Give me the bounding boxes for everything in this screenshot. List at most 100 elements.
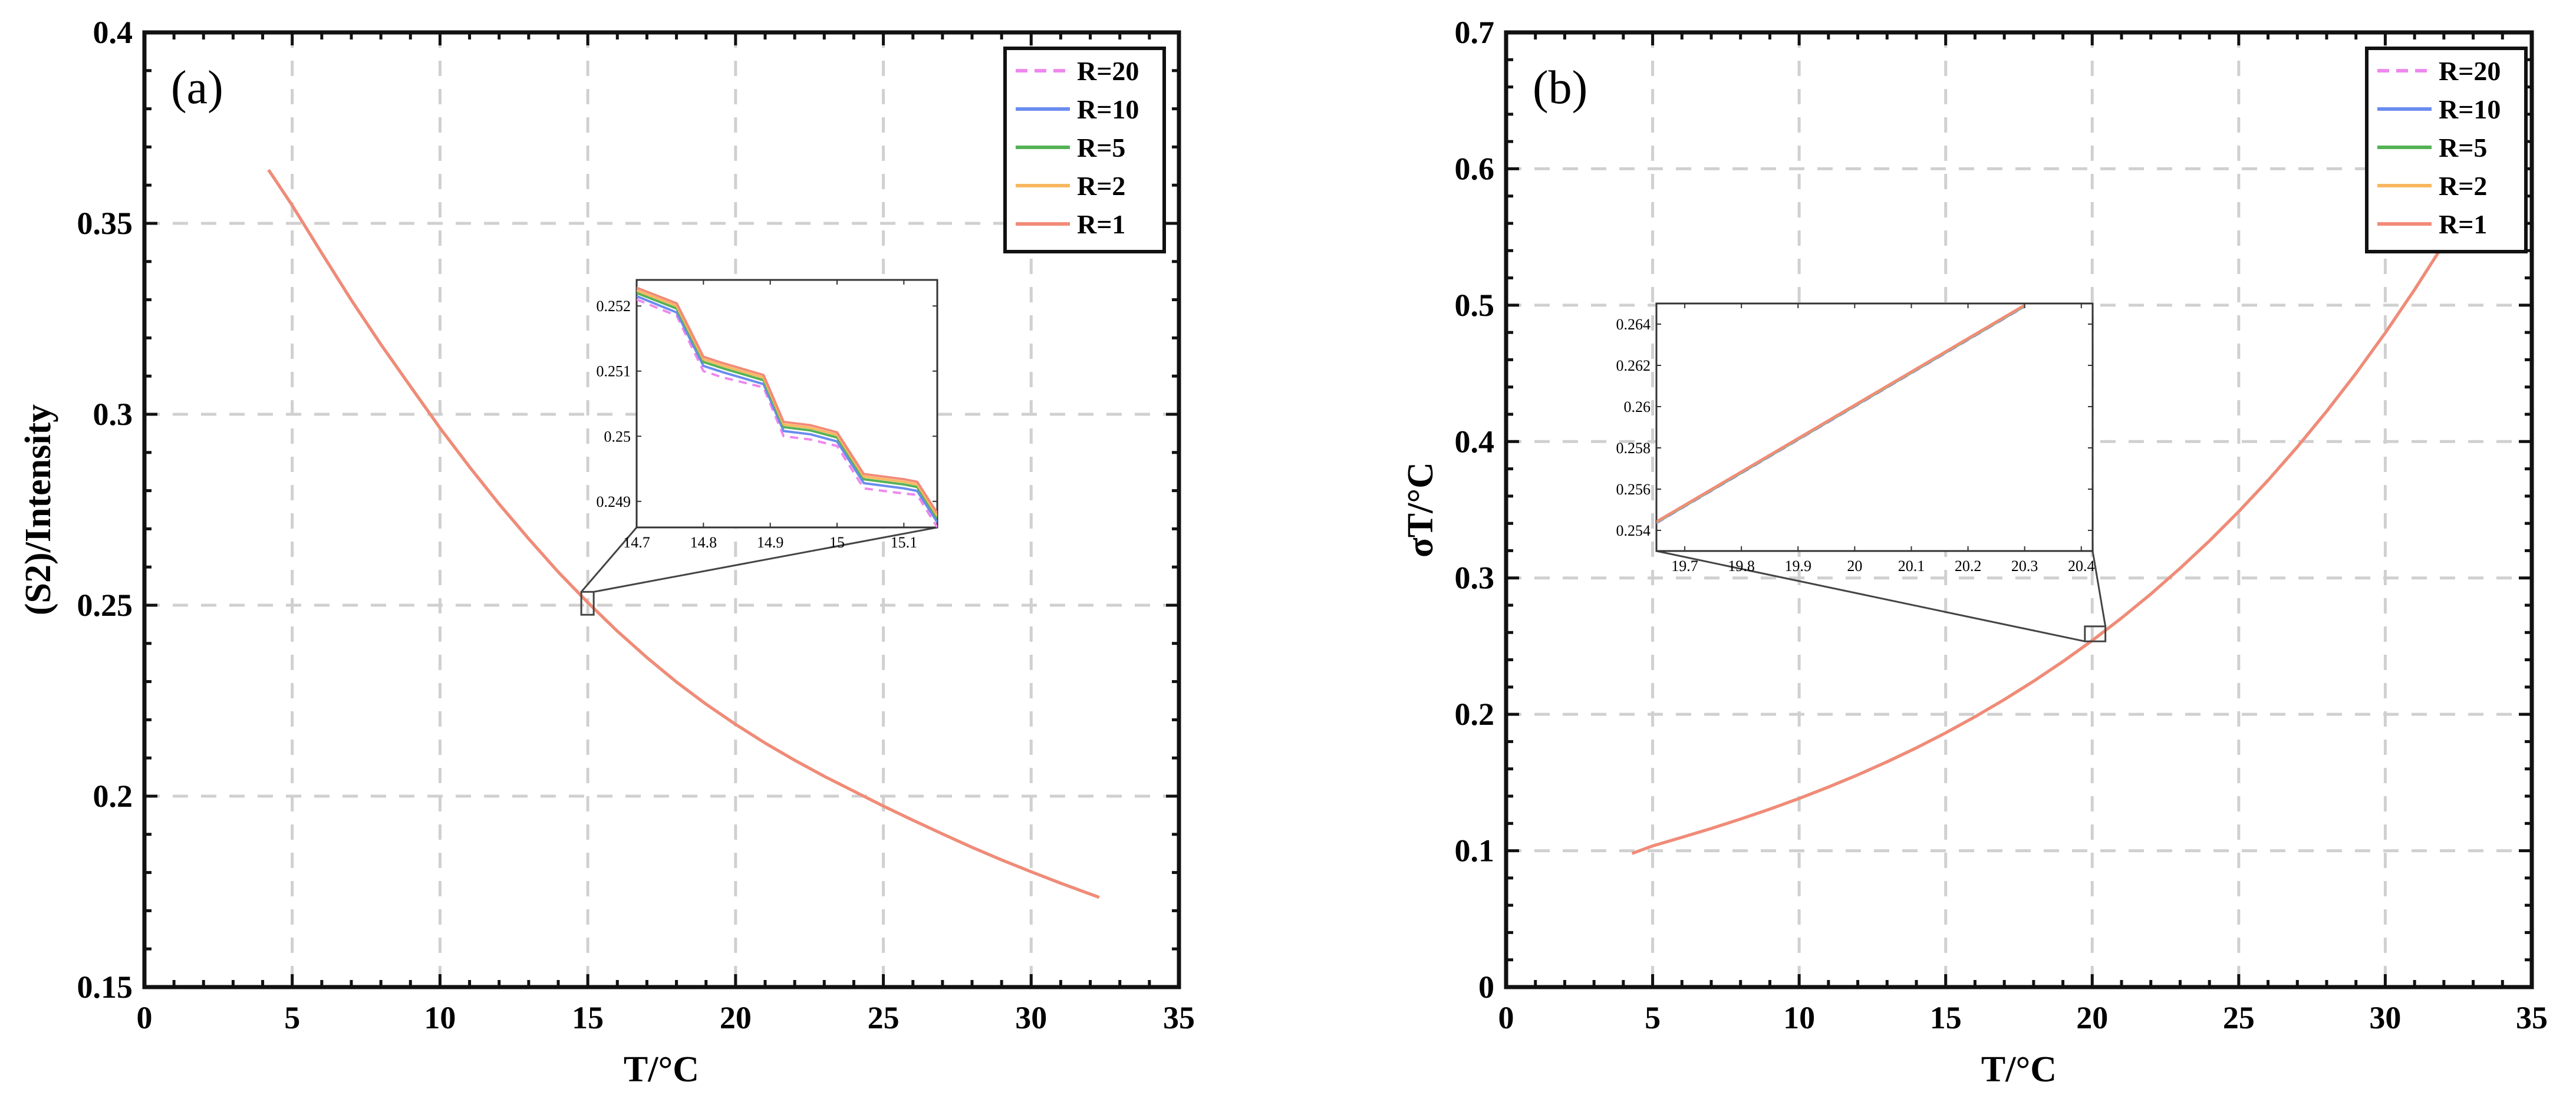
legend-label: R=2: [2439, 171, 2487, 201]
series-lines: [267, 169, 1100, 899]
inset-y-tick-label: 0.252: [597, 298, 631, 315]
zoom-region-box: [580, 590, 595, 616]
y-tick-label: 0: [1478, 969, 1494, 1005]
axis-ticks: 0 5 10 15 20 25 30 35 0 0.1 0.2 0.3 0.4 0.5 0.6 0.7: [1455, 15, 2548, 1035]
legend-label: R=20: [2439, 56, 2501, 86]
x-tick-label: 20: [2076, 1000, 2108, 1035]
chart-panel-b: 0 5 10 15 20 25 30 35 0 0.1 0.2 0.3 0.4 0.5 0.6 0.7 (b)…: [1401, 15, 2548, 1090]
x-tick-label: 25: [2223, 1000, 2255, 1035]
series-line-r-5: [267, 169, 1100, 899]
axis-ticks: 0 5 10 15 20 25 30 35 0.15 0.2 0.25 0.3 0.35 0.4: [77, 15, 1195, 1035]
y-tick-label: 0.3: [93, 397, 133, 432]
inset-x-tick-label: 20.4: [2068, 557, 2095, 575]
inset-x-tick-label: 20.2: [1955, 557, 1982, 575]
legend-label: R=10: [1077, 94, 1139, 124]
inset-frame: [1655, 302, 2094, 552]
plot-frame: [142, 30, 1181, 989]
zoom-box: [580, 526, 938, 616]
zoom-connector-line: [580, 527, 638, 593]
series-line-r-2: [267, 169, 1100, 899]
legend: R=20 R=10 R=5 R=2 R=1: [2365, 47, 2528, 253]
series-lines: [1631, 243, 2445, 855]
y-tick-label: 0.5: [1455, 288, 1495, 323]
legend-label: R=1: [2439, 209, 2487, 239]
inset-y-tick-label: 0.264: [1616, 316, 1651, 333]
y-tick-label: 0.3: [1455, 560, 1495, 596]
x-axis-title: T/°C: [1981, 1050, 2057, 1090]
y-tick-label: 0.4: [93, 15, 133, 50]
inset-y-tick-label: 0.249: [597, 493, 631, 510]
zoom-connector-line: [593, 526, 938, 593]
y-tick-label: 0.2: [93, 778, 133, 814]
y-tick-label: 0.1: [1455, 833, 1495, 869]
legend-label: R=1: [1077, 209, 1125, 239]
x-tick-label: 30: [2369, 1000, 2401, 1035]
series-line-r-20: [267, 169, 1100, 899]
y-tick-label: 0.6: [1455, 151, 1495, 186]
x-tick-label: 30: [1015, 1000, 1047, 1035]
y-tick-label: 0.25: [77, 588, 133, 623]
legend-label: R=5: [2439, 133, 2487, 163]
x-tick-label: 25: [868, 1000, 900, 1035]
inset-x-tick-label: 19.9: [1785, 557, 1812, 575]
inset-y-tick-label: 0.26: [1624, 398, 1651, 415]
x-tick-label: 15: [572, 1000, 604, 1035]
x-tick-label: 0: [1498, 1000, 1514, 1035]
x-tick-label: 15: [1930, 1000, 1962, 1035]
series-line-r-10: [267, 169, 1100, 899]
inset-x-tick-label: 20.3: [2011, 557, 2038, 575]
y-tick-label: 0.7: [1455, 15, 1495, 50]
y-tick-label: 0.2: [1455, 697, 1495, 732]
x-tick-label: 0: [137, 1000, 153, 1035]
inset-y-tick-label: 0.256: [1616, 481, 1651, 498]
inset-x-tick-label: 14.9: [757, 534, 784, 551]
y-axis-title: (S2)/Intensity: [18, 404, 58, 615]
x-tick-label: 10: [424, 1000, 456, 1035]
zoom-connector-line: [2091, 550, 2107, 627]
legend: R=20 R=10 R=5 R=2 R=1: [1003, 47, 1166, 253]
inset-y-tick-label: 0.262: [1616, 357, 1651, 374]
inset-line-r-1: [1656, 303, 2025, 523]
inset-series: [1656, 303, 2025, 524]
inset-y-tick-label: 0.258: [1616, 440, 1651, 457]
inset-chart: 19.7 19.8 19.9 20 20.1 20.2 20.3 20.4 0.254 0.256…: [1616, 302, 2095, 575]
zoom-box: [1656, 550, 2107, 642]
legend-label: R=10: [2439, 94, 2501, 124]
x-tick-label: 35: [1163, 1000, 1195, 1035]
inset-y-tick-label: 0.25: [604, 428, 631, 445]
x-tick-label: 10: [1783, 1000, 1815, 1035]
inset-chart: 14.7 14.8 14.9 15 15.1 0.249 0.25 0.251 0.252: [597, 279, 938, 551]
x-tick-label: 5: [1645, 1000, 1661, 1035]
inset-y-tick-label: 0.254: [1616, 522, 1651, 539]
y-tick-label: 0.15: [77, 969, 133, 1005]
x-tick-label: 5: [284, 1000, 300, 1035]
inset-line-r-20: [637, 298, 937, 527]
legend-label: R=2: [1077, 171, 1125, 201]
plot-frame: [1504, 30, 2534, 989]
inset-x-tick-label: 19.8: [1728, 557, 1755, 575]
inset-line-r-10: [637, 295, 937, 523]
grid-lines: [1506, 32, 2532, 987]
inset-x-tick-label: 20: [1847, 557, 1862, 575]
series-line-r-1: [267, 169, 1100, 899]
x-tick-label: 20: [720, 1000, 752, 1035]
legend-box: [1003, 47, 1166, 253]
series-line-r-1: [1631, 243, 2445, 855]
zoom-connector-line: [1656, 550, 2086, 642]
x-axis-title: T/°C: [624, 1050, 699, 1090]
legend-label: R=20: [1077, 56, 1139, 86]
y-axis-title: σT/°C: [1401, 462, 1441, 557]
inset-x-tick-label: 14.8: [690, 534, 717, 551]
panel-label: (b): [1533, 62, 1587, 114]
zoom-region-box: [2084, 625, 2107, 642]
inset-x-tick-label: 14.7: [623, 534, 650, 551]
chart-panel-a: 0 5 10 15 20 25 30 350.150.20.250.30.350.4 (a) …: [18, 15, 1195, 1090]
y-tick-label: 0.4: [1455, 424, 1495, 459]
inset-x-tick-label: 20.1: [1898, 557, 1925, 575]
legend-box: [2365, 47, 2528, 253]
panel-label: (a): [171, 62, 223, 114]
y-tick-label: 0.35: [77, 206, 133, 241]
inset-x-tick-label: 15.1: [891, 534, 918, 551]
inset-x-tick-label: 19.7: [1671, 557, 1698, 575]
